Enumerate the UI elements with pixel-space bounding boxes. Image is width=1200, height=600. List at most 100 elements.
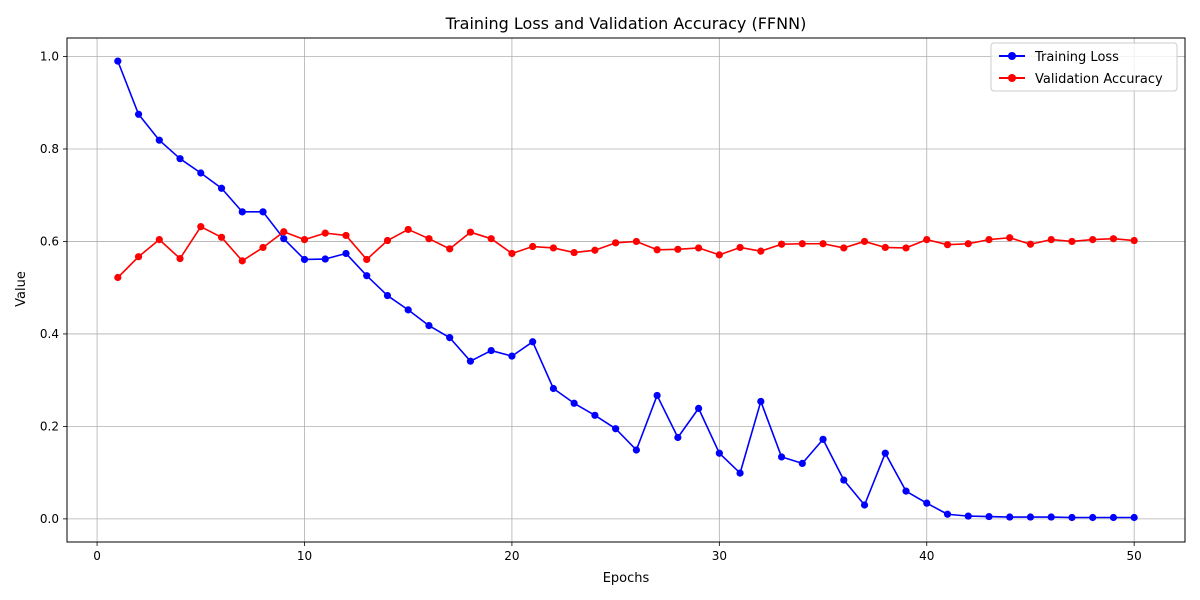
data-point-validation-accuracy — [715, 251, 723, 259]
data-point-training-loss — [197, 169, 205, 177]
y-tick-label: 0.8 — [40, 142, 59, 156]
series-layer — [114, 57, 1138, 522]
data-point-training-loss — [1047, 513, 1055, 521]
data-point-validation-accuracy — [280, 228, 288, 236]
data-point-training-loss — [508, 352, 516, 360]
data-point-training-loss — [176, 155, 184, 163]
data-point-validation-accuracy — [757, 247, 765, 255]
chart-title: Training Loss and Validation Accuracy (F… — [445, 14, 807, 33]
data-point-validation-accuracy — [259, 243, 267, 252]
data-point-validation-accuracy — [238, 257, 246, 265]
data-point-training-loss — [840, 476, 848, 484]
data-point-training-loss — [363, 272, 371, 280]
data-point-training-loss — [985, 512, 993, 521]
data-point-validation-accuracy — [321, 229, 329, 237]
data-point-validation-accuracy — [217, 233, 226, 241]
data-point-validation-accuracy — [1026, 240, 1035, 248]
x-axis-label: Epochs — [603, 571, 650, 586]
data-point-validation-accuracy — [1130, 236, 1138, 245]
data-point-training-loss — [1006, 513, 1014, 521]
data-point-validation-accuracy — [612, 239, 620, 247]
data-point-training-loss — [134, 110, 143, 118]
data-point-validation-accuracy — [777, 240, 786, 248]
legend-box — [990, 42, 1178, 92]
data-point-training-loss — [612, 425, 620, 433]
data-point-validation-accuracy — [819, 240, 827, 248]
data-point-validation-accuracy — [466, 228, 475, 236]
data-point-training-loss — [964, 512, 972, 520]
y-tick-label: 0.2 — [40, 419, 59, 433]
data-point-training-loss — [549, 384, 558, 393]
data-point-training-loss — [300, 255, 309, 264]
data-point-validation-accuracy — [674, 245, 682, 253]
data-point-validation-accuracy — [798, 240, 806, 248]
data-point-training-loss — [653, 391, 661, 400]
data-point-validation-accuracy — [570, 248, 578, 257]
y-tick-label: 0.6 — [40, 234, 59, 248]
plot-frame — [66, 37, 1186, 543]
data-point-validation-accuracy — [176, 254, 184, 263]
data-point-training-loss — [715, 449, 723, 457]
y-axis: 0.0 0.2 0.4 0.6 0.8 1.0 — [40, 49, 67, 526]
x-tick-label: 0 — [93, 549, 101, 563]
x-tick-label: 30 — [712, 549, 727, 563]
data-point-training-loss — [694, 404, 703, 412]
data-point-training-loss — [591, 411, 599, 419]
data-point-training-loss — [674, 433, 682, 442]
data-point-validation-accuracy — [653, 246, 661, 254]
data-point-training-loss — [736, 469, 744, 477]
data-point-training-loss — [881, 449, 889, 457]
x-axis: 0 10 20 30 40 50 — [93, 542, 1142, 563]
data-point-validation-accuracy — [363, 255, 371, 264]
data-point-validation-accuracy — [197, 223, 205, 231]
y-tick-label: 1.0 — [40, 49, 59, 63]
data-point-validation-accuracy — [342, 231, 350, 240]
data-point-training-loss — [943, 510, 952, 518]
data-point-training-loss — [902, 487, 910, 495]
data-point-training-loss — [570, 399, 578, 407]
legend-marker-validation-accuracy — [1008, 74, 1016, 82]
plot-area-background — [67, 38, 1185, 542]
legend-label-validation-accuracy: Validation Accuracy — [1035, 72, 1163, 87]
data-point-training-loss — [259, 208, 267, 216]
data-point-training-loss — [342, 249, 350, 258]
data-point-validation-accuracy — [902, 244, 910, 252]
data-point-training-loss — [1109, 513, 1118, 522]
data-point-training-loss — [321, 255, 329, 263]
data-point-validation-accuracy — [1068, 237, 1076, 246]
legend-label-training-loss: Training Loss — [1034, 50, 1119, 65]
data-point-validation-accuracy — [529, 242, 537, 251]
legend: Training Loss Validation Accuracy — [990, 42, 1178, 92]
data-point-training-loss — [860, 501, 869, 509]
data-point-validation-accuracy — [383, 236, 392, 245]
legend-marker-training-loss — [1008, 52, 1016, 60]
data-point-validation-accuracy — [487, 235, 495, 243]
data-point-training-loss — [1089, 513, 1097, 522]
data-point-validation-accuracy — [985, 236, 993, 244]
data-point-validation-accuracy — [1047, 236, 1055, 244]
x-tick-label: 40 — [919, 549, 934, 563]
data-point-training-loss — [280, 235, 288, 243]
data-point-training-loss — [238, 208, 246, 216]
data-point-training-loss — [155, 136, 163, 144]
x-tick-label: 50 — [1127, 549, 1142, 563]
data-point-training-loss — [383, 291, 392, 300]
data-point-training-loss — [777, 453, 786, 461]
data-point-validation-accuracy — [446, 245, 454, 253]
y-axis-label: Value — [14, 271, 29, 307]
data-point-training-loss — [1026, 513, 1035, 521]
data-point-validation-accuracy — [155, 236, 163, 244]
data-point-training-loss — [114, 57, 122, 65]
data-point-training-loss — [1068, 513, 1076, 522]
data-point-training-loss — [404, 306, 412, 314]
data-point-training-loss — [632, 446, 640, 454]
data-point-validation-accuracy — [300, 236, 309, 244]
data-point-validation-accuracy — [1109, 235, 1118, 243]
data-point-training-loss — [923, 499, 931, 507]
data-point-validation-accuracy — [860, 237, 869, 246]
data-point-validation-accuracy — [964, 240, 972, 248]
y-tick-label: 0.4 — [40, 327, 59, 341]
data-point-training-loss — [798, 459, 806, 467]
data-point-validation-accuracy — [508, 249, 516, 258]
